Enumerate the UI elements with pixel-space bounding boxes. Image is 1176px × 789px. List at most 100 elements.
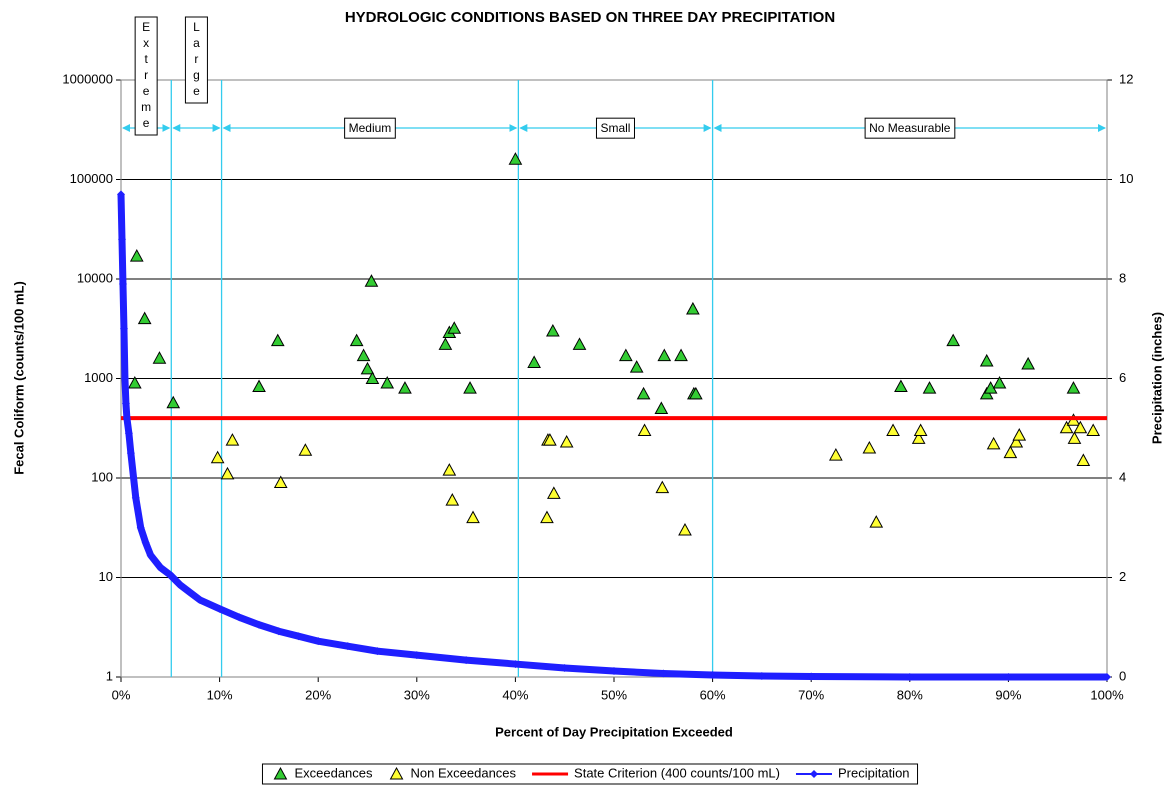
triangle-marker bbox=[657, 348, 672, 362]
triangle-marker bbox=[674, 348, 688, 362]
diamond-marker bbox=[659, 669, 668, 678]
y-tick-label: 1 bbox=[106, 668, 113, 683]
y-tick-label: 1000 bbox=[84, 370, 113, 385]
triangle-marker bbox=[152, 351, 167, 364]
y2-tick-label: 8 bbox=[1119, 270, 1126, 285]
diamond-marker bbox=[462, 656, 471, 665]
triangle-marker bbox=[629, 360, 644, 373]
triangle-marker bbox=[869, 515, 884, 528]
triangle-marker bbox=[360, 361, 375, 375]
legend-item: State Criterion (400 counts/100 mL) bbox=[532, 765, 780, 780]
diamond-marker bbox=[294, 632, 303, 641]
triangle-marker bbox=[356, 348, 371, 362]
triangle-marker bbox=[380, 376, 395, 389]
triangle-marker bbox=[1003, 445, 1018, 459]
y-tick-label: 10 bbox=[99, 569, 113, 584]
triangle-marker bbox=[829, 448, 843, 461]
diamond-marker bbox=[122, 414, 131, 423]
triangle-marker bbox=[466, 510, 480, 524]
triangle-marker bbox=[220, 466, 235, 480]
diamond-marker bbox=[560, 664, 569, 673]
triangle-marker bbox=[886, 423, 900, 437]
diamond-marker bbox=[186, 588, 195, 597]
y-tick-label: 1000000 bbox=[62, 71, 113, 86]
y2-tick-label: 4 bbox=[1119, 469, 1126, 484]
x-tick-label: 0% bbox=[112, 687, 131, 702]
zone-label-box bbox=[864, 117, 956, 139]
triangle-marker bbox=[129, 249, 144, 262]
triangle-marker bbox=[637, 423, 652, 437]
diamond-marker bbox=[117, 235, 126, 244]
x-tick-label: 40% bbox=[502, 687, 528, 702]
triangle-marker bbox=[678, 522, 692, 536]
zone-label-box bbox=[344, 117, 396, 139]
zone-label: Small bbox=[600, 121, 630, 135]
triangle-marker bbox=[636, 386, 651, 400]
triangle-marker bbox=[1009, 434, 1024, 448]
diamond-marker bbox=[118, 279, 127, 288]
triangle-marker bbox=[686, 301, 700, 315]
triangle-marker bbox=[398, 381, 412, 394]
triangle-marker bbox=[1073, 420, 1088, 434]
series-line bbox=[117, 194, 1107, 681]
zone-label: Medium bbox=[349, 121, 392, 135]
triangle-marker bbox=[1067, 431, 1082, 444]
y2-axis-label: Precipitation (inches) bbox=[1149, 312, 1164, 444]
triangle-marker bbox=[1059, 420, 1074, 434]
diamond-marker bbox=[121, 399, 130, 408]
zone-label: Extreme bbox=[139, 20, 153, 132]
zone-label-box bbox=[134, 16, 158, 136]
x-tick-label: 60% bbox=[700, 687, 726, 702]
triangle-marker bbox=[1021, 356, 1035, 370]
legend-symbol bbox=[389, 766, 404, 780]
triangle-marker bbox=[862, 441, 877, 454]
triangle-marker bbox=[543, 433, 557, 446]
zone-label-box bbox=[184, 16, 208, 104]
diamond-marker bbox=[708, 671, 717, 680]
triangle-marker bbox=[270, 333, 285, 347]
triangle-marker bbox=[349, 333, 364, 347]
legend-label: Precipitation bbox=[838, 765, 910, 780]
x-tick-label: 80% bbox=[897, 687, 923, 702]
legend-label: State Criterion (400 counts/100 mL) bbox=[574, 765, 780, 780]
diamond-marker bbox=[807, 672, 816, 681]
triangle-marker bbox=[527, 355, 541, 368]
triangle-marker bbox=[365, 371, 380, 384]
diamond-marker bbox=[1103, 673, 1111, 681]
x-tick-label: 20% bbox=[305, 687, 331, 702]
triangle-marker bbox=[137, 311, 152, 325]
y-axis-label: Fecal Coliform (counts/100 mL) bbox=[11, 281, 26, 475]
diamond-marker bbox=[166, 571, 175, 580]
triangle-marker bbox=[445, 493, 460, 506]
y-tick-label: 100000 bbox=[70, 171, 113, 186]
legend-label: Exceedances bbox=[294, 765, 373, 780]
diamond-marker bbox=[195, 595, 204, 604]
triangle-marker bbox=[463, 381, 477, 394]
x-tick-label: 50% bbox=[601, 687, 627, 702]
chart-title: HYDROLOGIC CONDITIONS BASED ON THREE DAY… bbox=[345, 9, 835, 26]
triangle-marker bbox=[442, 463, 457, 476]
diamond-marker bbox=[343, 642, 352, 651]
diamond-marker bbox=[255, 620, 264, 629]
y2-tick-label: 10 bbox=[1119, 171, 1133, 186]
diamond-marker bbox=[610, 667, 618, 676]
triangle-marker bbox=[225, 433, 240, 446]
diamond-marker bbox=[314, 637, 323, 646]
triangle-marker bbox=[210, 450, 225, 464]
x-tick-label: 70% bbox=[798, 687, 824, 702]
triangle-marker bbox=[618, 348, 633, 362]
triangle-marker bbox=[438, 337, 453, 350]
triangle-marker bbox=[913, 423, 928, 437]
triangle-marker bbox=[946, 333, 961, 347]
diamond-marker bbox=[373, 647, 382, 656]
triangle-marker bbox=[547, 486, 561, 499]
triangle-marker bbox=[298, 443, 313, 456]
diamond-marker bbox=[117, 190, 125, 199]
diamond-marker bbox=[757, 672, 766, 681]
diamond-marker bbox=[146, 551, 155, 560]
triangle-marker bbox=[252, 379, 266, 393]
x-tick-label: 30% bbox=[404, 687, 430, 702]
diamond-marker bbox=[119, 324, 128, 333]
triangle-marker bbox=[447, 321, 462, 334]
legend-box bbox=[261, 763, 919, 785]
